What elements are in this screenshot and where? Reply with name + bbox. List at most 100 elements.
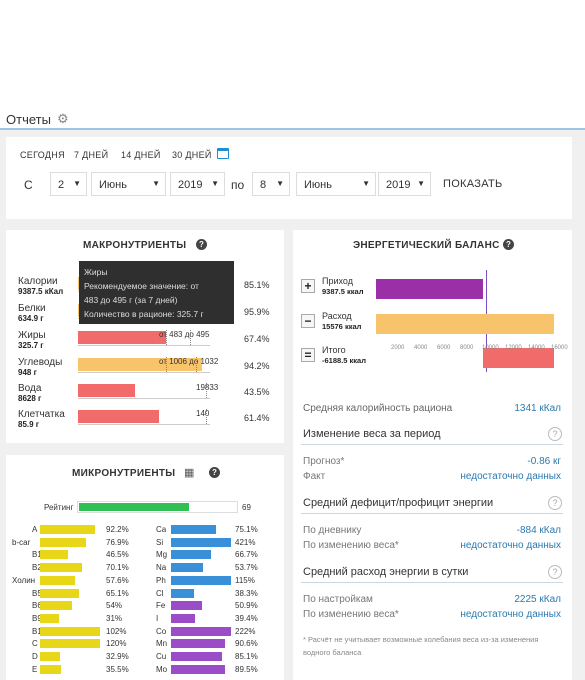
mineral-row: Fe 50.9%: [6, 600, 284, 612]
tab-today[interactable]: СЕГОДНЯ: [20, 150, 65, 160]
macro-value: 325.7 г: [18, 341, 44, 350]
fact-label: Факт: [303, 471, 326, 482]
from-month-select[interactable]: Июнь ▼: [91, 172, 166, 196]
energy-name: Итого: [322, 345, 346, 355]
vitamin-percent: 65.1%: [106, 588, 129, 598]
vitamin-percent: 46.5%: [106, 550, 129, 560]
question-icon[interactable]: ?: [548, 565, 562, 579]
from-year-value: 2019: [178, 179, 203, 191]
axis-tick-label: 2000: [391, 345, 405, 351]
vitamin-row: E 35.5%: [6, 664, 284, 676]
macro-baseline: [78, 372, 210, 373]
vitamin-name: B2: [32, 563, 42, 573]
vitamin-row: B5 65.1%: [6, 588, 284, 600]
question-icon[interactable]: ?: [503, 239, 514, 250]
tooltip-line3: Количество в рационе: 325.7 г: [84, 309, 204, 319]
vitamin-bar: [40, 613, 59, 623]
mineral-row: Mg 66.7%: [6, 549, 284, 561]
energy-bar: [483, 348, 554, 368]
vitamin-name: B5: [32, 588, 42, 598]
question-icon[interactable]: ?: [196, 239, 207, 250]
target-tick: [190, 330, 191, 345]
tab-30-days[interactable]: 30 ДНЕЙ: [172, 150, 212, 160]
mineral-name: Ph: [156, 575, 166, 585]
vitamin-name: B9: [32, 613, 42, 623]
vitamin-percent: 70.1%: [106, 563, 129, 573]
macro-value: 9387.5 кКал: [18, 287, 64, 296]
to-label: по: [231, 178, 245, 192]
period-panel: СЕГОДНЯ 7 ДНЕЙ 14 ДНЕЙ 30 ДНЕЙ С 2 ▼ Июнь…: [6, 137, 572, 219]
gear-icon[interactable]: ⚙: [57, 111, 69, 126]
vitamin-percent: 54%: [106, 601, 123, 611]
vitamin-bar: [40, 588, 79, 598]
energy-row: = Итого -6188.5 ккал: [293, 343, 572, 373]
vitamin-bar: [40, 652, 60, 661]
vitamin-name: C: [32, 639, 38, 649]
chevron-down-icon: ▼: [276, 179, 284, 188]
to-year-select[interactable]: 2019 ▼: [378, 172, 431, 196]
target-tick: [206, 383, 207, 398]
vitamin-percent: 120%: [106, 639, 127, 649]
mineral-percent: 90.6%: [235, 639, 258, 649]
tab-14-days[interactable]: 14 ДНЕЙ: [121, 150, 161, 160]
micronutrients-panel: МИКРОНУТРИЕНТЫ ▦ ? Рейтинг 69 A 92.2% b-ca…: [6, 455, 284, 680]
from-label: С: [24, 178, 33, 192]
table-icon[interactable]: ▦: [184, 467, 195, 479]
mineral-row: Na 53.7%: [6, 562, 284, 574]
to-day-select[interactable]: 8 ▼: [252, 172, 290, 196]
mineral-percent: 89.5%: [235, 664, 258, 674]
macro-baseline: [78, 345, 210, 346]
mineral-bar: [171, 664, 225, 674]
mineral-name: Co: [156, 626, 167, 636]
tooltip-line2: 483 до 495 г (за 7 дней): [84, 295, 178, 305]
axis-tick-label: 16000: [551, 345, 568, 351]
micronutrients-title: МИКРОНУТРИЕНТЫ: [72, 468, 176, 479]
by-weight2-value: недостаточно данных: [460, 609, 561, 620]
question-icon[interactable]: ?: [548, 427, 562, 441]
macro-percent: 85.1%: [244, 280, 270, 290]
from-day-select[interactable]: 2 ▼: [50, 172, 87, 196]
chevron-down-icon: ▼: [73, 179, 81, 188]
question-icon[interactable]: ?: [209, 467, 220, 478]
mineral-percent: 66.7%: [235, 550, 258, 560]
from-year-select[interactable]: 2019 ▼: [170, 172, 225, 196]
mineral-name: Ca: [156, 525, 167, 534]
divider: [301, 444, 563, 445]
mineral-name: Cu: [156, 652, 167, 661]
show-button[interactable]: ПОКАЗАТЬ: [443, 178, 503, 190]
chevron-down-icon: ▼: [152, 179, 160, 188]
vitamin-percent: 31%: [106, 613, 123, 623]
mineral-row: Ph 115%: [6, 575, 284, 587]
to-day-value: 8: [260, 179, 267, 191]
vitamin-row: B12 102%: [6, 626, 284, 638]
vitamin-bar: [40, 550, 68, 560]
mineral-row: Si 421%: [6, 537, 284, 549]
vitamin-bar: [40, 626, 100, 636]
energy-value: 9387.5 ккал: [322, 287, 364, 296]
mineral-percent: 115%: [235, 575, 255, 585]
rating-label: Рейтинг: [44, 503, 74, 512]
mineral-name: Si: [156, 537, 164, 547]
vitamin-name: B6: [32, 601, 42, 611]
vitamin-name: Холин: [12, 575, 36, 585]
mineral-name: Mn: [156, 639, 168, 649]
question-icon[interactable]: ?: [548, 496, 562, 510]
tab-7-days[interactable]: 7 ДНЕЙ: [74, 150, 109, 160]
vitamin-bar: [40, 525, 95, 534]
vitamin-percent: 57.6%: [106, 575, 129, 585]
macro-name: Жиры: [18, 330, 46, 341]
macro-baseline: [78, 398, 210, 399]
macronutrients-title: МАКРОНУТРИЕНТЫ: [83, 240, 187, 251]
mineral-row: Mo 89.5%: [6, 664, 284, 676]
target-tick: [196, 357, 197, 372]
calendar-icon[interactable]: [217, 148, 229, 159]
axis-tick-label: 10000: [482, 345, 499, 351]
chevron-down-icon: ▼: [417, 179, 425, 188]
energy-value: 15576 ккал: [322, 322, 362, 331]
mineral-bar: [171, 537, 231, 547]
to-month-select[interactable]: Июнь ▼: [296, 172, 376, 196]
deficit-heading: Средний дефицит/профицит энергии: [303, 497, 494, 509]
macro-range: 140: [196, 409, 210, 418]
macro-range: 19833: [196, 383, 219, 392]
axis-tick-label: 4000: [414, 345, 428, 351]
